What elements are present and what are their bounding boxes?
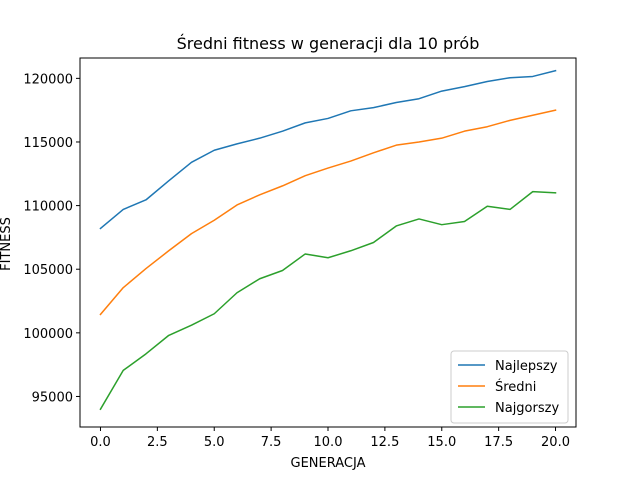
x-tick-label: 17.5 (484, 435, 513, 450)
legend-label: Średni (495, 379, 536, 395)
x-tick-label: 7.5 (261, 435, 282, 450)
y-tick-label: 105000 (23, 263, 73, 278)
legend-items: Najlepszy Średni Najgorszy (458, 359, 559, 416)
x-tick-label: 5.0 (204, 435, 225, 450)
series-group (99, 69, 557, 411)
plot-area: 0.0 2.5 5.0 7.5 10.0 12.5 15.0 17.5 20.0 95000 10… (23, 57, 577, 450)
y-tick-label: 115000 (23, 136, 73, 151)
series-line-redni (99, 109, 557, 316)
x-tick-label: 15.0 (427, 435, 456, 450)
y-axis-label: FITNESS (0, 217, 14, 271)
legend-label: Najlepszy (495, 359, 558, 374)
chart-title: Średni fitness w generacji dla 10 prób (177, 34, 480, 53)
x-tick-label: 20.0 (541, 435, 570, 450)
x-axis-label: GENERACJA (291, 456, 366, 471)
x-axis-ticks: 0.0 2.5 5.0 7.5 10.0 12.5 15.0 17.5 20.0 (90, 427, 570, 450)
x-tick-label: 10.0 (314, 435, 343, 450)
legend-box (450, 350, 569, 424)
series-line-najgorszy (99, 190, 557, 411)
x-tick-label: 12.5 (370, 435, 399, 450)
x-tick-label: 0.0 (90, 435, 111, 450)
y-axis-ticks: 95000 100000 105000 110000 115000 120000 (23, 72, 80, 405)
x-tick-label: 2.5 (147, 435, 168, 450)
series-line-najlepszy (99, 69, 557, 230)
legend-label: Najgorszy (495, 401, 559, 416)
legend: Najlepszy Średni Najgorszy (450, 350, 569, 424)
y-tick-label: 120000 (23, 72, 73, 87)
y-tick-label: 110000 (23, 200, 73, 215)
y-tick-label: 100000 (23, 327, 73, 342)
y-tick-label: 95000 (32, 390, 73, 405)
